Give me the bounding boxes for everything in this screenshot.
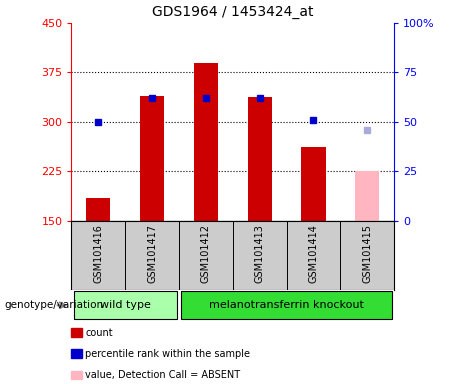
Text: GSM101412: GSM101412 bbox=[201, 224, 211, 283]
Text: genotype/variation: genotype/variation bbox=[5, 300, 104, 310]
Text: GSM101414: GSM101414 bbox=[308, 224, 319, 283]
Bar bbox=[140, 96, 164, 221]
Text: GSM101417: GSM101417 bbox=[147, 224, 157, 283]
Text: melanotransferrin knockout: melanotransferrin knockout bbox=[209, 300, 364, 310]
Bar bbox=[301, 147, 325, 221]
Text: percentile rank within the sample: percentile rank within the sample bbox=[85, 349, 250, 359]
Text: GSM101416: GSM101416 bbox=[93, 224, 103, 283]
Bar bbox=[74, 291, 177, 319]
Bar bbox=[248, 97, 272, 221]
Text: GSM101413: GSM101413 bbox=[254, 224, 265, 283]
Text: wild type: wild type bbox=[100, 300, 151, 310]
Bar bbox=[355, 171, 379, 221]
Text: GSM101415: GSM101415 bbox=[362, 224, 372, 283]
Text: value, Detection Call = ABSENT: value, Detection Call = ABSENT bbox=[85, 370, 240, 380]
Text: count: count bbox=[85, 328, 113, 338]
Bar bbox=[194, 63, 218, 221]
Bar bbox=[181, 291, 392, 319]
Title: GDS1964 / 1453424_at: GDS1964 / 1453424_at bbox=[152, 5, 313, 19]
Bar bbox=[86, 198, 111, 221]
